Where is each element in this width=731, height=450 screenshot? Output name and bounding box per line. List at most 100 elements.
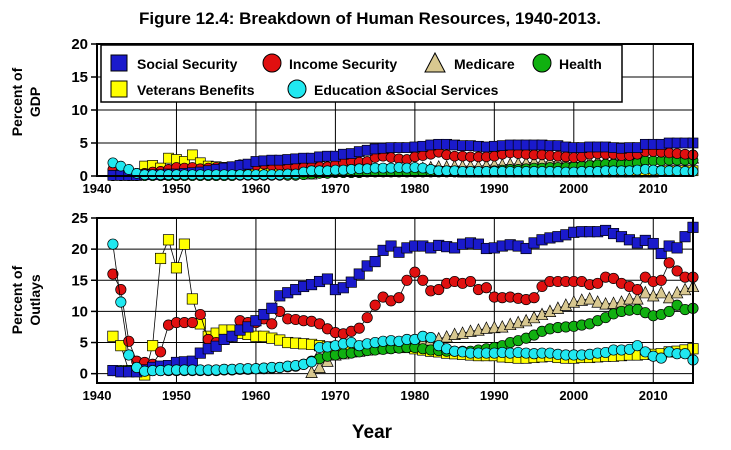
- outlays-y-tick-label: 10: [71, 303, 88, 320]
- gdp-ylabel-line-2: GDP: [27, 87, 43, 117]
- outlays-point-education-social-services: [679, 348, 691, 360]
- outlays-ylabel-line-1: Percent of: [9, 265, 25, 334]
- outlays-y-tick-label: 25: [71, 210, 88, 227]
- outlays-point-income-security: [194, 308, 206, 321]
- gdp-y-tick-label: 15: [71, 69, 88, 86]
- gdp-x-tick-label: 1980: [400, 181, 429, 196]
- outlays-point-income-security: [361, 312, 373, 324]
- outlays-point-education-social-services: [115, 296, 127, 308]
- outlays-point-income-security: [393, 292, 405, 304]
- outlays-point-education-social-services: [107, 238, 119, 250]
- legend-box: [100, 44, 623, 103]
- legend-marker-medicare: [424, 51, 446, 73]
- outlays-point-medicare: [599, 296, 612, 310]
- outlays-point-income-security: [607, 272, 620, 284]
- gdp-series: [107, 137, 700, 182]
- outlays-point-veterans-benefits: [155, 252, 167, 265]
- outlays-point-education-social-services: [123, 349, 135, 361]
- legend-marker-veterans-benefits: [110, 80, 128, 98]
- outlays-point-social-security: [258, 308, 270, 321]
- outlays-x-tick-label: 1960: [241, 388, 270, 403]
- chart-title: Figure 12.4: Breakdown of Human Resource…: [139, 9, 601, 28]
- outlays-point-income-security: [480, 282, 492, 294]
- outlays-point-income-security: [592, 277, 604, 289]
- outlays-point-social-security: [369, 256, 381, 268]
- legend-marker-income-security: [262, 53, 282, 73]
- outlays-point-income-security: [417, 274, 429, 286]
- gdp-point-veterans-benefits: [187, 149, 198, 161]
- outlays-y-tick-label: 20: [71, 241, 88, 258]
- outlays-point-income-security: [123, 335, 135, 347]
- legend-marker-education-social-services: [287, 79, 307, 99]
- legend: Social Security Income Security Medicare…: [100, 44, 623, 103]
- outlays-x-tick-label: 2000: [559, 388, 588, 403]
- gdp-x-tick-label: 1940: [83, 181, 112, 196]
- outlays-y-tick-label: 15: [71, 272, 88, 289]
- gdp-y-tick-label: 10: [71, 102, 88, 119]
- outlays-point-social-security: [226, 330, 238, 342]
- outlays-x-tick-label: 2010: [639, 388, 668, 403]
- outlays-point-social-security: [385, 240, 397, 252]
- outlays-point-income-security: [353, 322, 365, 334]
- legend-marker-social-security: [110, 54, 128, 72]
- outlays-point-veterans-benefits: [162, 234, 175, 246]
- x-axis-label: Year: [352, 422, 393, 443]
- outlays-point-education-social-services: [306, 356, 318, 368]
- outlays-point-social-security: [250, 315, 262, 327]
- outlays-point-income-security: [464, 275, 477, 288]
- outlays-point-education-social-services: [425, 331, 437, 344]
- outlays-point-social-security: [337, 282, 349, 294]
- outlays-series-income-security: [107, 257, 699, 370]
- outlays-point-education-social-services: [655, 352, 667, 364]
- outlays-point-social-security: [266, 302, 278, 314]
- outlays-x-ticks: 1940 1950 1960 1970 1980 1990 2000 2010: [83, 388, 668, 403]
- outlays-point-income-security: [536, 280, 548, 293]
- outlays-series-social-security: [107, 221, 699, 378]
- legend-label-medicare: Medicare: [454, 56, 515, 72]
- outlays-point-social-security: [679, 231, 691, 243]
- legend-marker-health: [532, 53, 552, 73]
- outlays-point-income-security: [655, 274, 667, 286]
- outlays-point-income-security: [155, 346, 167, 358]
- outlays-point-social-security: [520, 242, 532, 255]
- outlays-y-ticks: 0 5 10 15 20 25: [71, 210, 97, 383]
- outlays-point-veterans-benefits: [147, 340, 159, 352]
- gdp-y-ticks: 0 5 10 15 20: [71, 36, 97, 185]
- gdp-y-tick-label: 5: [80, 135, 88, 152]
- outlays-point-income-security: [631, 284, 643, 296]
- gdp-ylabel-line-1: Percent of: [9, 67, 25, 136]
- gdp-y-tick-label: 0: [80, 168, 88, 185]
- outlays-point-veterans-benefits: [107, 330, 119, 342]
- outlays-x-tick-label: 1940: [83, 388, 112, 403]
- legend-label-education-social-services: Education &Social Services: [314, 82, 499, 98]
- legend-label-income-security: Income Security: [289, 56, 397, 72]
- outlays-point-income-security: [401, 274, 413, 286]
- outlays-point-income-security: [369, 299, 381, 311]
- outlays-point-medicare: [583, 291, 596, 305]
- legend-label-health: Health: [559, 56, 602, 72]
- gdp-x-tick-label: 1960: [241, 181, 270, 196]
- outlays-series: [107, 221, 700, 381]
- gdp-panel: Percent of GDP 0 5 10 15 20 1940 1950 1960 1970…: [9, 36, 700, 196]
- outlays-point-social-security: [321, 273, 334, 285]
- gdp-x-tick-label: 2000: [559, 181, 588, 196]
- legend-label-social-security: Social Security: [137, 56, 238, 72]
- outlays-point-income-security: [528, 292, 540, 304]
- outlays-point-medicare: [488, 320, 501, 334]
- outlays-point-medicare: [591, 295, 604, 308]
- outlays-point-education-social-services: [631, 340, 643, 352]
- outlays-point-income-security: [115, 284, 127, 296]
- outlays-point-income-security: [266, 318, 278, 330]
- outlays-point-medicare: [654, 285, 668, 299]
- outlays-point-income-security: [186, 317, 198, 329]
- outlays-point-veterans-benefits: [186, 293, 198, 305]
- gdp-x-tick-label: 1950: [162, 181, 191, 196]
- outlays-ylabel-line-2: Outlays: [27, 274, 43, 326]
- outlays-x-tick-label: 1970: [321, 388, 350, 403]
- gdp-x-tick-label: 1990: [480, 181, 509, 196]
- outlays-plot-frame: [96, 217, 694, 384]
- outlays-x-tick-label: 1990: [480, 388, 509, 403]
- outlays-y-tick-label: 0: [80, 366, 88, 383]
